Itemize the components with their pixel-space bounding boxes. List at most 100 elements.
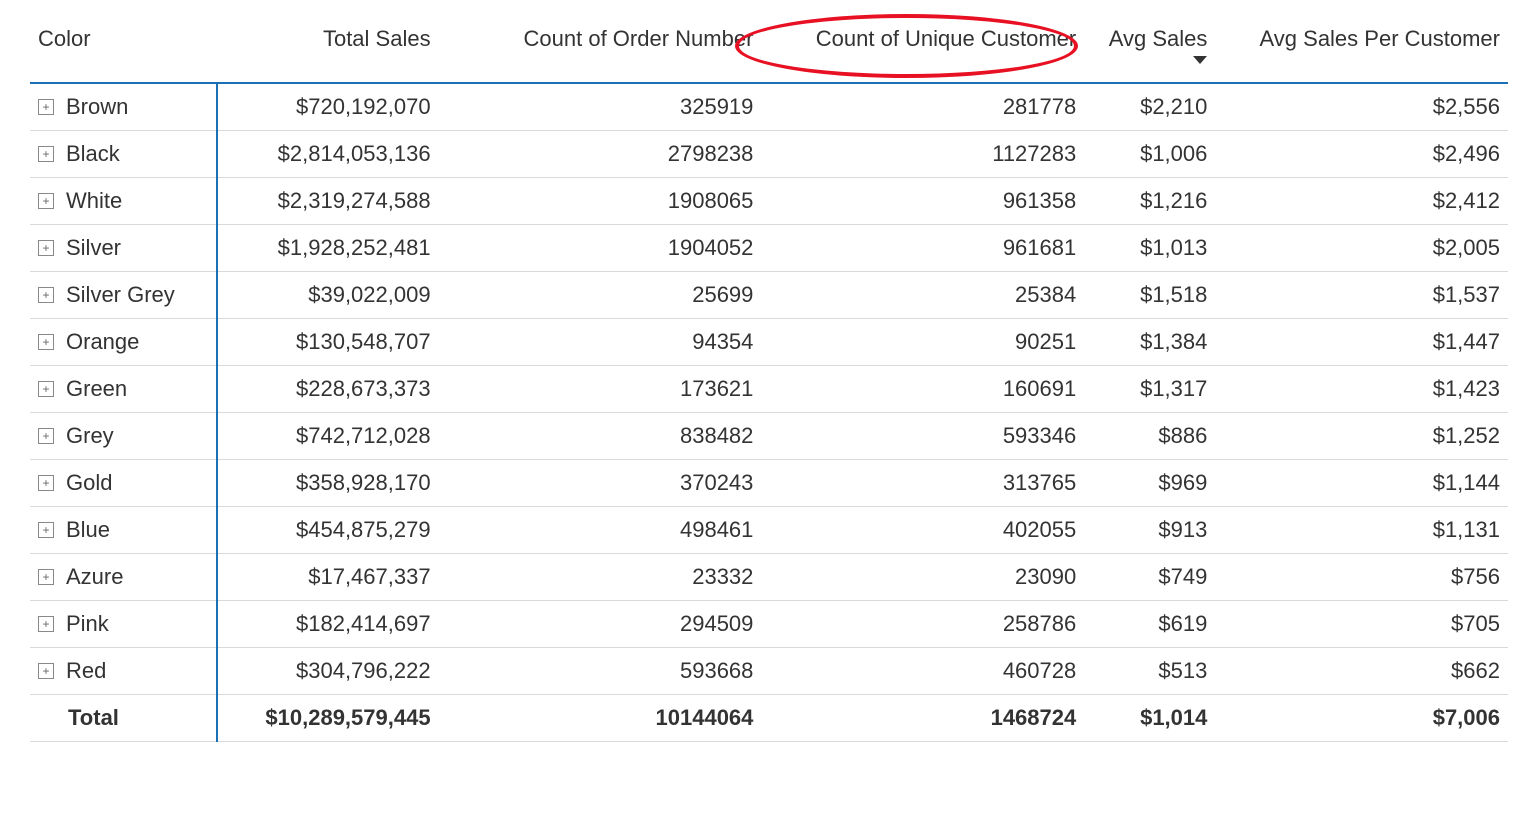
expand-icon[interactable]: + xyxy=(38,334,54,350)
expand-icon[interactable]: + xyxy=(38,663,54,679)
expand-icon[interactable]: + xyxy=(38,428,54,444)
expand-icon[interactable]: + xyxy=(38,616,54,632)
cell-total-sales: $720,192,070 xyxy=(217,83,439,131)
expand-icon[interactable]: + xyxy=(38,475,54,491)
cell-order-count: 2798238 xyxy=(439,131,762,178)
cell-avg-sales: $1,518 xyxy=(1084,272,1215,319)
cell-avg-sales: $619 xyxy=(1084,601,1215,648)
cell-avg-sales: $913 xyxy=(1084,507,1215,554)
row-label: Silver xyxy=(66,235,121,261)
cell-unique-customers: 160691 xyxy=(761,366,1084,413)
cell-unique-customers: 460728 xyxy=(761,648,1084,695)
cell-avg-sales: $886 xyxy=(1084,413,1215,460)
cell-unique-customers: 402055 xyxy=(761,507,1084,554)
total-label-cell: Total xyxy=(30,695,217,742)
column-header-unique-customer[interactable]: Count of Unique Customer xyxy=(761,20,1084,83)
row-label-cell: +Green xyxy=(30,366,217,413)
cell-unique-customers: 23090 xyxy=(761,554,1084,601)
expand-icon[interactable]: + xyxy=(38,240,54,256)
table-row[interactable]: +Silver Grey$39,022,0092569925384$1,518$… xyxy=(30,272,1508,319)
row-label: Silver Grey xyxy=(66,282,175,308)
expand-icon[interactable]: + xyxy=(38,381,54,397)
table-row[interactable]: +Black$2,814,053,13627982381127283$1,006… xyxy=(30,131,1508,178)
total-order-count: 10144064 xyxy=(439,695,762,742)
cell-unique-customers: 961681 xyxy=(761,225,1084,272)
row-label: Black xyxy=(66,141,120,167)
cell-total-sales: $1,928,252,481 xyxy=(217,225,439,272)
row-label-cell: +Brown xyxy=(30,83,217,131)
row-label: Blue xyxy=(66,517,110,543)
cell-avg-per-customer: $1,144 xyxy=(1215,460,1508,507)
column-header-total-sales[interactable]: Total Sales xyxy=(217,20,439,83)
row-label-cell: + Black xyxy=(30,131,217,178)
table-row[interactable]: +Orange$130,548,7079435490251$1,384$1,44… xyxy=(30,319,1508,366)
cell-avg-per-customer: $2,496 xyxy=(1215,131,1508,178)
cell-avg-per-customer: $705 xyxy=(1215,601,1508,648)
cell-avg-sales: $2,210 xyxy=(1084,83,1215,131)
cell-avg-per-customer: $2,556 xyxy=(1215,83,1508,131)
cell-total-sales: $39,022,009 xyxy=(217,272,439,319)
cell-avg-per-customer: $1,423 xyxy=(1215,366,1508,413)
table-row[interactable]: +Silver$1,928,252,4811904052961681$1,013… xyxy=(30,225,1508,272)
row-label-cell: + Orange xyxy=(30,319,217,366)
expand-icon[interactable]: + xyxy=(38,522,54,538)
data-table: Color Total Sales Count of Order Number … xyxy=(30,20,1508,742)
cell-unique-customers: 25384 xyxy=(761,272,1084,319)
column-header-avg-per-customer[interactable]: Avg Sales Per Customer xyxy=(1215,20,1508,83)
cell-total-sales: $182,414,697 xyxy=(217,601,439,648)
cell-total-sales: $2,319,274,588 xyxy=(217,178,439,225)
cell-avg-per-customer: $2,005 xyxy=(1215,225,1508,272)
row-label: Gold xyxy=(66,470,112,496)
cell-unique-customers: 961358 xyxy=(761,178,1084,225)
expand-icon[interactable]: + xyxy=(38,287,54,303)
sort-desc-icon xyxy=(1193,56,1207,64)
row-label: Orange xyxy=(66,329,139,355)
cell-unique-customers: 281778 xyxy=(761,83,1084,131)
cell-order-count: 838482 xyxy=(439,413,762,460)
row-label-cell: + Blue xyxy=(30,507,217,554)
table-row[interactable]: +Gold$358,928,170370243313765$969$1,144 xyxy=(30,460,1508,507)
cell-order-count: 173621 xyxy=(439,366,762,413)
column-header-color[interactable]: Color xyxy=(30,20,217,83)
row-label: White xyxy=(66,188,122,214)
cell-avg-per-customer: $756 xyxy=(1215,554,1508,601)
column-header-order-count[interactable]: Count of Order Number xyxy=(439,20,762,83)
cell-order-count: 94354 xyxy=(439,319,762,366)
cell-total-sales: $17,467,337 xyxy=(217,554,439,601)
row-label-cell: +Azure xyxy=(30,554,217,601)
row-label: Grey xyxy=(66,423,114,449)
table-row[interactable]: +Pink$182,414,697294509258786$619$705 xyxy=(30,601,1508,648)
cell-total-sales: $742,712,028 xyxy=(217,413,439,460)
expand-icon[interactable]: + xyxy=(38,569,54,585)
table-row[interactable]: +Red$304,796,222593668460728$513$662 xyxy=(30,648,1508,695)
cell-avg-per-customer: $662 xyxy=(1215,648,1508,695)
table-body: +Brown$720,192,070325919281778$2,210$2,5… xyxy=(30,83,1508,742)
cell-total-sales: $130,548,707 xyxy=(217,319,439,366)
total-unique-customers: 1468724 xyxy=(761,695,1084,742)
total-avg-sales: $1,014 xyxy=(1084,695,1215,742)
expand-icon[interactable]: + xyxy=(38,146,54,162)
cell-order-count: 294509 xyxy=(439,601,762,648)
expand-icon[interactable]: + xyxy=(38,193,54,209)
cell-total-sales: $2,814,053,136 xyxy=(217,131,439,178)
cell-unique-customers: 593346 xyxy=(761,413,1084,460)
table-row[interactable]: +Green$228,673,373173621160691$1,317$1,4… xyxy=(30,366,1508,413)
table-row[interactable]: +White$2,319,274,5881908065961358$1,216$… xyxy=(30,178,1508,225)
cell-avg-sales: $1,317 xyxy=(1084,366,1215,413)
row-label-cell: +Red xyxy=(30,648,217,695)
cell-avg-per-customer: $2,412 xyxy=(1215,178,1508,225)
cell-total-sales: $454,875,279 xyxy=(217,507,439,554)
row-label-cell: + White xyxy=(30,178,217,225)
table-row[interactable]: +Grey$742,712,028838482593346$886$1,252 xyxy=(30,413,1508,460)
expand-icon[interactable]: + xyxy=(38,99,54,115)
table-row[interactable]: +Azure$17,467,3372333223090$749$756 xyxy=(30,554,1508,601)
cell-order-count: 23332 xyxy=(439,554,762,601)
table-row[interactable]: +Brown$720,192,070325919281778$2,210$2,5… xyxy=(30,83,1508,131)
row-label-cell: + Silver xyxy=(30,225,217,272)
table-row[interactable]: +Blue$454,875,279498461402055$913$1,131 xyxy=(30,507,1508,554)
cell-unique-customers: 258786 xyxy=(761,601,1084,648)
cell-order-count: 25699 xyxy=(439,272,762,319)
cell-avg-sales: $1,384 xyxy=(1084,319,1215,366)
total-total-sales: $10,289,579,445 xyxy=(217,695,439,742)
column-header-avg-sales[interactable]: Avg Sales xyxy=(1084,20,1215,83)
